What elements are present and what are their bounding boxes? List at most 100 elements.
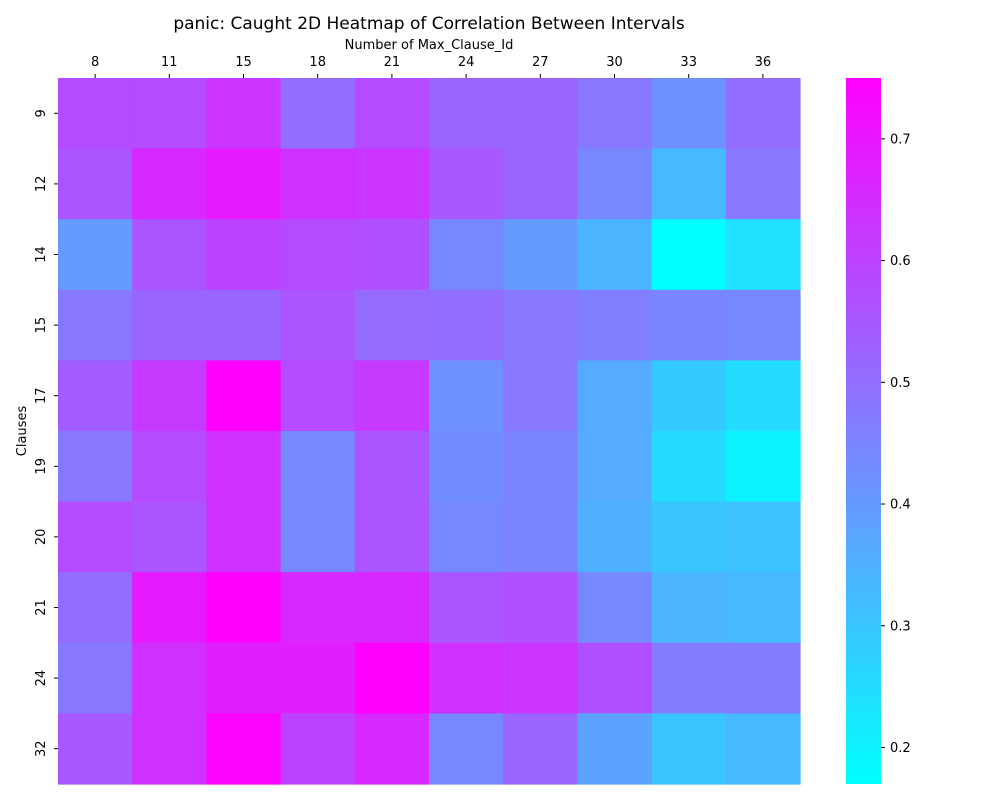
heatmap-cell [429,501,504,573]
heatmap-cell [725,431,801,503]
heatmap-cell [206,219,282,291]
heatmap-cell [58,572,133,644]
heatmap-cell [429,78,504,150]
heatmap-cell [132,501,207,573]
heatmap-cell [280,431,356,503]
x-axis-label: Number of Max_Clause_Id [345,38,514,53]
heatmap-cell [577,431,653,503]
heatmap-cell [280,501,356,573]
colorbar-tick-label: 0.7 [890,132,911,147]
heatmap-cell [58,713,133,785]
heatmap-cell [651,78,727,150]
heatmap-cell [132,148,207,220]
x-tick-label: 8 [91,55,99,70]
y-tick-label: 21 [34,599,49,616]
heatmap-cell [503,219,578,291]
heatmap-cell [132,78,207,150]
x-tick-label: 36 [755,55,772,70]
heatmap-cell [725,713,801,785]
heatmap-cell [58,289,133,361]
heatmap-cell [132,360,207,432]
y-tick-label: 20 [34,529,49,546]
heatmap-cell [503,572,578,644]
heatmap-cell [58,431,133,503]
heatmap-cell [429,360,504,432]
heatmap-cell [132,713,207,785]
heatmap-cell [280,642,356,714]
heatmap-cell [132,431,207,503]
y-tick-label: 12 [34,176,49,193]
heatmap-cell [725,219,801,291]
colorbar-tick-label: 0.4 [890,498,911,513]
colorbar-tick-label: 0.3 [890,619,911,634]
heatmap-cell [280,572,356,644]
x-tick-labels: 8 11 15 18 21 24 27 30 33 36 [91,55,771,78]
colorbar-tick-label: 0.5 [890,376,911,391]
heatmap-cell [429,713,504,785]
y-tick-label: 32 [34,740,49,757]
heatmap-cell [280,289,356,361]
colorbar-ticks: 0.2 0.3 0.4 0.5 0.6 0.7 [881,132,911,756]
heatmap-cell [725,572,801,644]
y-tick-label: 19 [34,458,49,475]
heatmap-cell [354,148,430,220]
heatmap-cell [354,642,430,714]
heatmap-cell [354,431,430,503]
heatmap-cell [354,289,430,361]
x-tick-label: 30 [606,55,623,70]
heatmap-cell [58,148,133,220]
chart-title: panic: Caught 2D Heatmap of Correlation … [173,14,685,34]
heatmap-cell [206,713,282,785]
heatmap-cell [503,713,578,785]
heatmap-cell [577,360,653,432]
heatmap-cell [503,642,578,714]
x-tick-label: 27 [532,55,549,70]
heatmap-cell [577,148,653,220]
heatmap-cell [58,78,133,150]
heatmap-cell [503,501,578,573]
colorbar-tick-label: 0.2 [890,741,911,756]
y-tick-label: 9 [34,109,49,117]
heatmap-cell [206,431,282,503]
heatmap-cell [354,360,430,432]
heatmap-cell [58,501,133,573]
heatmap-cell [429,642,504,714]
heatmap-cell [206,78,282,150]
heatmap-cell [354,219,430,291]
x-tick-label: 21 [384,55,401,70]
colorbar-tick-label: 0.6 [890,254,911,269]
heatmap-cell [651,642,727,714]
x-tick-label: 24 [458,55,475,70]
heatmap-cell [206,642,282,714]
heatmap-cell [651,360,727,432]
heatmap-cell [280,360,356,432]
heatmap-cell [725,642,801,714]
heatmap-cell [651,289,727,361]
heatmap-cell [58,642,133,714]
heatmap-cell [577,642,653,714]
heatmap-cell [280,78,356,150]
heatmap-cell [725,289,801,361]
heatmap-cell [725,78,801,150]
heatmap-cell [206,572,282,644]
heatmap-cell [280,148,356,220]
heatmap-cell [725,501,801,573]
heatmap-cell [132,289,207,361]
y-tick-label: 14 [34,246,49,263]
heatmap-cell [577,289,653,361]
heatmap-cell [577,219,653,291]
x-tick-label: 33 [680,55,697,70]
heatmap-cell [206,148,282,220]
y-tick-label: 15 [34,317,49,334]
heatmap-cell [577,713,653,785]
heatmap-cell [651,148,727,220]
heatmap-cell [651,501,727,573]
heatmap-cell [206,360,282,432]
heatmap-cell [58,219,133,291]
heatmap-cell [206,501,282,573]
heatmap-cell [577,572,653,644]
heatmap-cell [132,219,207,291]
heatmap-cell [429,572,504,644]
x-tick-label: 18 [309,55,326,70]
